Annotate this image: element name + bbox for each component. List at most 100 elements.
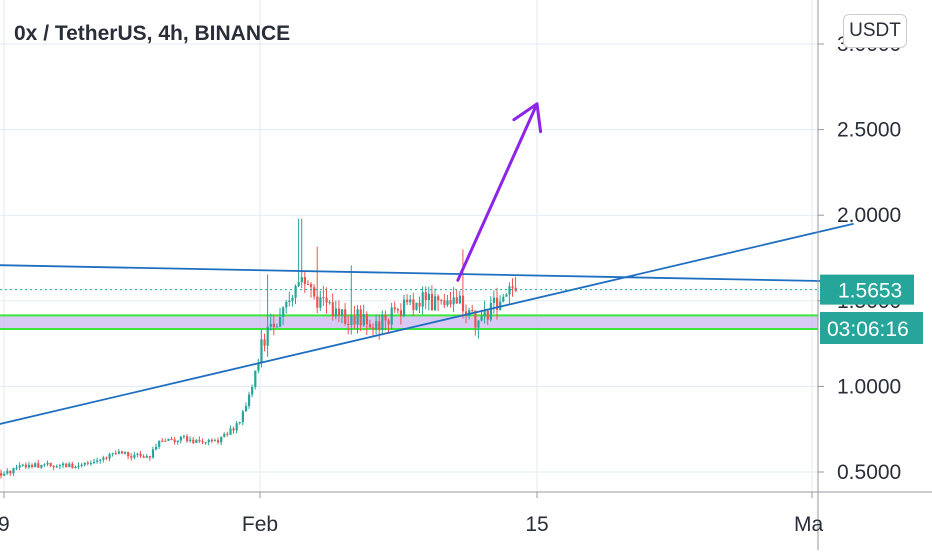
candle-body [248,394,251,407]
candle-body [356,309,359,325]
candle-body [406,299,409,303]
candle-body [83,462,86,465]
candle-body [27,464,31,468]
candle-body [189,439,192,441]
candle-body [37,463,40,468]
candle-body [471,310,474,312]
descending-trendline [0,264,854,283]
candle-body [164,440,167,442]
candle-body [310,284,313,288]
candle-body [55,466,58,468]
candle-body [341,309,344,316]
candle-body [254,370,257,388]
candle-body [288,300,291,302]
candle-body [316,296,319,308]
candle-body [372,327,375,330]
candle-body [434,296,437,311]
candle-body [319,297,322,308]
candle-body [437,296,440,301]
candle-body [427,293,430,300]
candle-body [241,411,244,423]
candle-body [269,323,272,327]
candle-body [198,439,201,442]
candle-body [18,465,21,468]
candle-body [226,433,229,435]
ascending-trendline [0,222,854,425]
candle-body [403,299,406,316]
candle-body [151,449,155,458]
candle-body [480,316,483,321]
candle-body [182,436,186,438]
support-zone-layer [0,314,818,331]
candle-body [368,324,372,328]
candle-body [378,321,381,330]
candle-body [452,297,455,305]
candle-body [176,440,179,443]
candle-body [192,439,195,443]
candle-body [43,464,46,466]
candle-body [93,461,96,464]
candle-body [449,300,452,305]
candle-body [443,300,446,306]
candle-body [223,433,226,437]
candle-body [260,339,263,363]
currency-button[interactable]: USDT [843,14,907,48]
candle-body [6,470,9,474]
candle-body [68,463,71,468]
candle-body [350,316,353,326]
candle-body [71,463,74,469]
projection-arrow-shaft [456,102,539,282]
candle-body [285,301,288,308]
x-tick-label: Feb [242,513,278,536]
candle-body [86,462,89,464]
candle-body [455,297,458,304]
y-tick-label: 1.0000 [837,375,901,398]
candle-body [468,310,471,316]
candle-body [80,464,83,466]
x-tick-label: 9 [0,513,10,536]
countdown-label-bg [820,312,923,344]
candle-body [381,314,384,330]
projection-arrow-head [512,102,539,122]
candle-body [424,292,427,300]
candles [0,218,517,479]
candle-body [257,362,260,371]
x-tick-label: Ma [794,513,823,536]
candle-body [207,439,210,443]
candle-body [9,470,12,474]
candle-body [300,277,303,283]
candle-body [133,454,136,458]
candle-body [362,314,365,326]
candle-body [0,473,3,476]
candle-body [130,456,133,458]
candle-body [446,300,449,306]
candle-body [393,307,396,310]
y-tick-label: 2.5000 [837,119,901,142]
candle-body [511,286,514,288]
candle-body [111,453,114,455]
last-price-label-bg [820,274,914,305]
candle-body [31,464,34,467]
candle-body [58,465,62,467]
candle-body [167,439,170,441]
candle-body [74,466,77,469]
candle-body [337,308,341,316]
candle-body [486,310,489,320]
countdown-label: 03:06:16 [827,318,909,341]
candle-body [65,463,68,468]
candle-body [384,314,387,321]
candle-body [334,308,337,317]
candle-body [399,310,403,316]
candle-body [409,299,412,303]
support-zone [0,315,818,330]
candle-body [502,296,505,302]
candle-body [139,453,142,457]
candle-body [263,339,266,346]
candle-body [421,292,424,307]
candle-body [89,463,93,465]
candle-body [325,297,328,303]
projection-arrow-head [535,102,543,134]
candle-body [415,302,418,310]
